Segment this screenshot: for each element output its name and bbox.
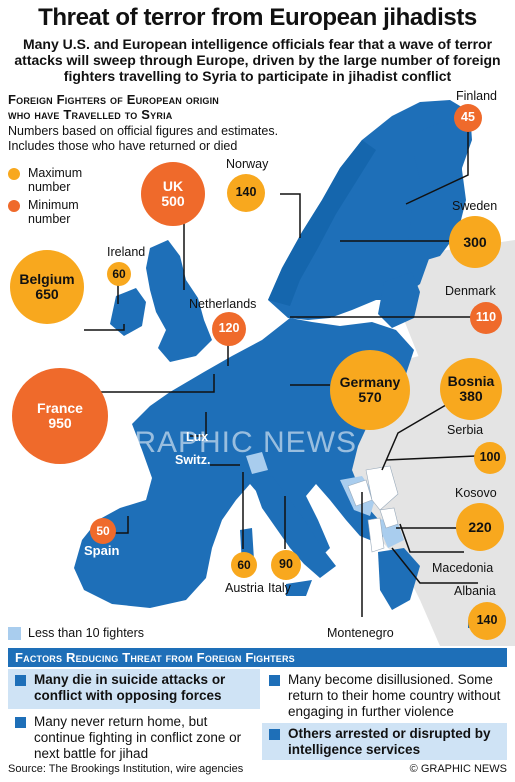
sicily-land (286, 580, 312, 596)
factor-item-1: Many die in suicide attacks or conflict … (8, 669, 260, 709)
bubble-bosnia: Bosnia 380 (440, 358, 502, 420)
bubble-belgium: Belgium 650 (10, 250, 84, 324)
bubble-albania: 140 (468, 602, 506, 640)
label-norway: Norway (226, 157, 269, 171)
bullet-square (15, 717, 26, 728)
label-kosovo: Kosovo (455, 486, 497, 500)
bubble-germany: Germany 570 (330, 350, 410, 430)
label-montenegro: Montenegro (327, 626, 394, 640)
minimum-swatch (8, 200, 20, 212)
label-macedonia: Macedonia (432, 561, 494, 575)
bubble-denmark: 110 (470, 302, 502, 334)
label-ireland: Ireland (107, 245, 146, 259)
bubble-uk: UK 500 (141, 162, 205, 226)
label-netherlands: Netherlands (189, 297, 257, 311)
label-serbia: Serbia (447, 423, 484, 437)
bubble-netherlands: 120 (212, 312, 246, 346)
factor-item-3: Many never return home, but continue fig… (8, 711, 260, 761)
bubble-france: France 950 (12, 368, 108, 464)
bullet-square (269, 729, 280, 740)
page-title: Threat of terror from European jihadists (38, 4, 477, 31)
page-subtitle: Many U.S. and European intelligence offi… (14, 36, 501, 84)
bubble-spain: 50 (90, 518, 116, 544)
label-lux: Lux (186, 430, 209, 444)
balkan-non-eu (347, 465, 399, 553)
uk-land (146, 240, 212, 362)
maximum-swatch (8, 168, 20, 180)
bubble-norway: 140 (227, 174, 265, 212)
bubble-serbia: 100 (474, 442, 506, 474)
label-austria: Austria (225, 581, 264, 595)
bullet-square (269, 675, 280, 686)
continent-land (74, 318, 414, 608)
label-italy: Italy (268, 581, 291, 595)
label-sweden: Sweden (452, 199, 498, 213)
italy-land (252, 476, 336, 578)
watermark: GRAPHIC NEWS (110, 426, 358, 459)
source-text: Source: The Brookings Institution, wire … (8, 763, 244, 775)
norway-coast (268, 140, 376, 306)
bubble-finland: 45 (454, 104, 482, 132)
bubble-kosovo: 220 (456, 503, 504, 551)
bubble-italy: 90 (271, 550, 301, 580)
factor-item-2: Many become disillusioned. Some return t… (262, 669, 507, 721)
baltic-land (378, 272, 420, 328)
bullet-square (15, 675, 26, 686)
label-switz: Switz. (175, 453, 211, 467)
label-albania: Albania (454, 584, 496, 598)
less-than-swatch (8, 627, 21, 640)
panel-title: Foreign Fighters of European origin who … (8, 92, 220, 122)
bubble-austria: 60 (231, 552, 257, 578)
greece-land (378, 548, 420, 610)
credit-text: © GRAPHIC NEWS (409, 763, 507, 775)
bubble-ireland: 60 (107, 262, 131, 286)
finland-land (408, 120, 466, 262)
factors-heading: Factors Reducing Threat from Foreign Fig… (8, 648, 507, 667)
label-denmark: Denmark (445, 284, 496, 298)
factors-panel: Factors Reducing Threat from Foreign Fig… (8, 648, 507, 761)
ireland-land (110, 288, 146, 336)
label-finland: Finland (456, 89, 497, 103)
factor-item-4: Others arrested or disrupted by intellig… (262, 723, 507, 760)
leader-lines (84, 131, 478, 617)
panel-note: Numbers based on official figures and es… (8, 124, 279, 153)
label-spain: Spain (84, 543, 120, 558)
bubble-sweden: 300 (449, 216, 501, 268)
